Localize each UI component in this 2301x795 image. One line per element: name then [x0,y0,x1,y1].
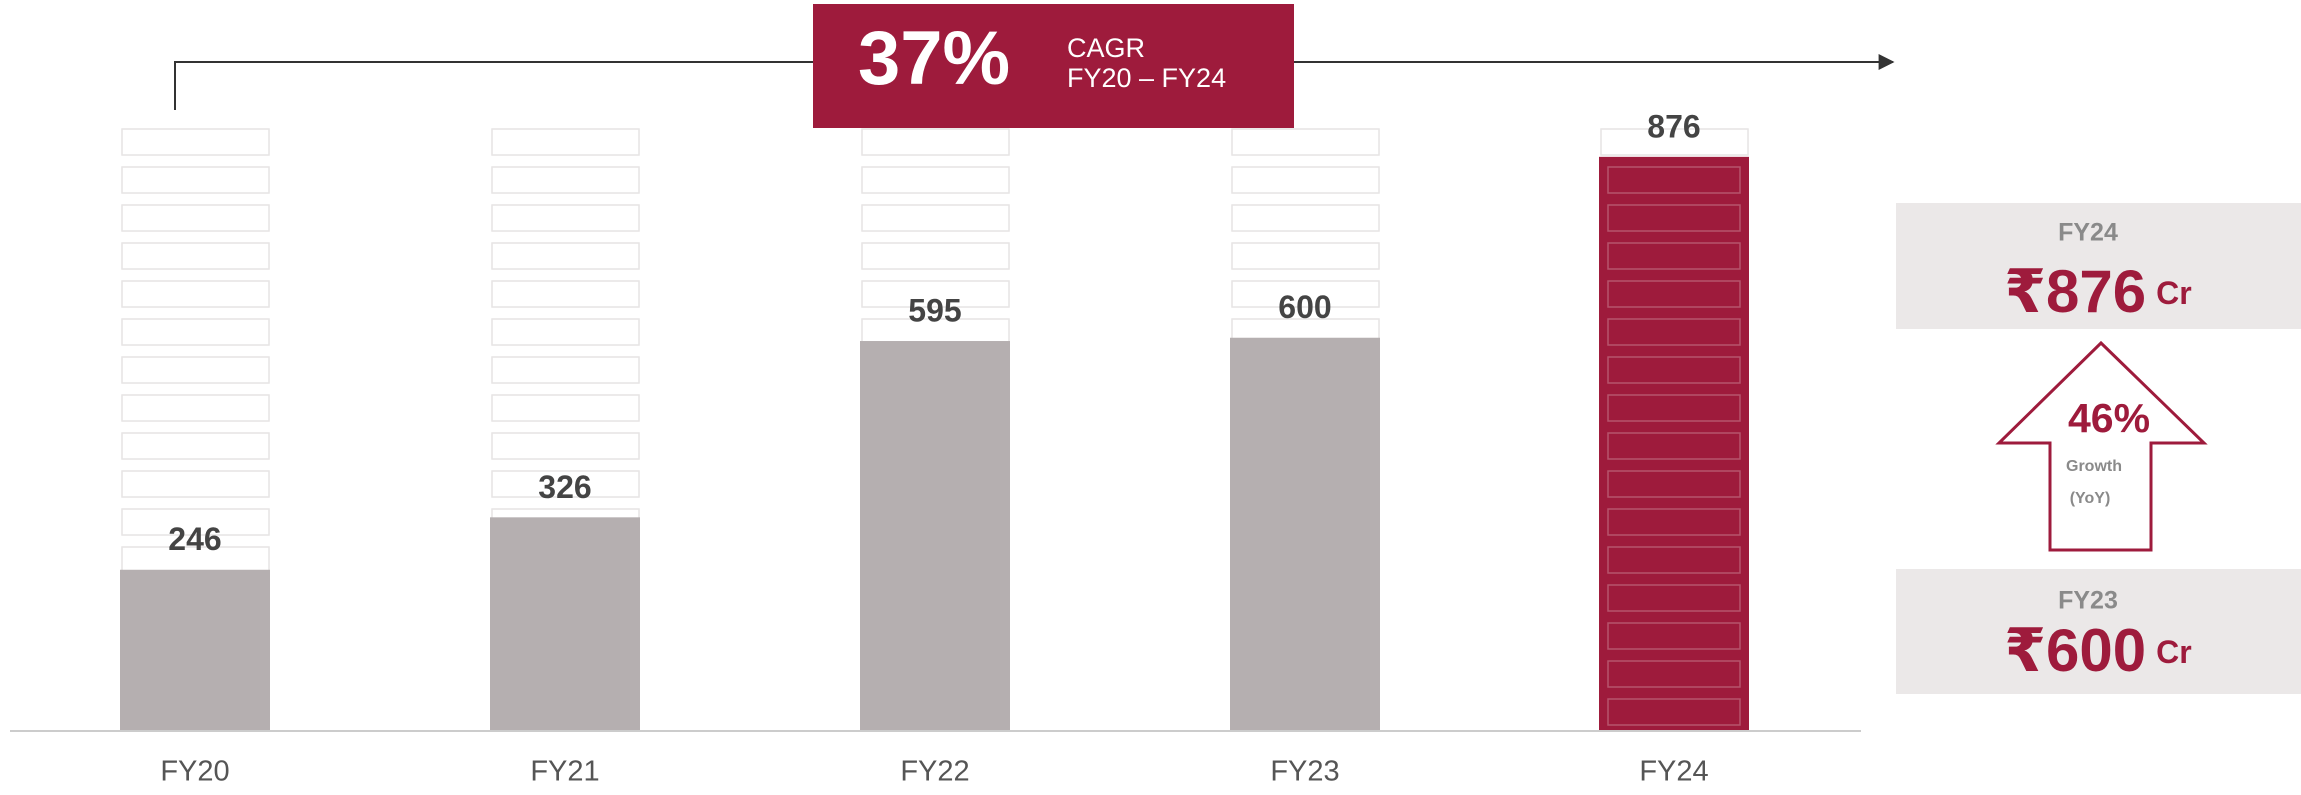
current-box [1896,203,2301,329]
x-tick-label: FY24 [1639,756,1708,788]
bar-block [1607,204,1741,232]
stack-block [121,166,270,194]
stack-block [1231,166,1380,194]
value-label: 246 [168,521,221,557]
stack-block [1600,128,1749,156]
growth-arrow [1995,340,2208,552]
growth-label: Growth [2066,458,2122,475]
stack-block [491,128,640,156]
bar-block [1607,508,1741,536]
bar-block [1607,280,1741,308]
stack-block [861,166,1010,194]
stack-block [1231,128,1380,156]
stack-block [491,318,640,346]
bar-block [1607,318,1741,346]
stack-block [491,280,640,308]
bar [1230,337,1380,731]
bar-block [1607,470,1741,498]
cagr-arrow [174,54,1895,110]
stack-block [121,204,270,232]
cagr-box [813,4,1294,128]
previous-amount: ₹600 Cr [2004,617,2191,684]
current-amount: ₹876 Cr [2004,258,2191,325]
previous-box [1896,569,2301,694]
stack-block [121,394,270,422]
stack-block [491,470,640,498]
unit: Cr [2156,275,2192,311]
cagr-value: 37% [858,16,1010,101]
value-label: 600 [1278,289,1331,325]
bar [860,341,1010,731]
growth-sublabel: (YoY) [2070,490,2111,507]
bar-block [1607,584,1741,612]
bar [490,517,640,731]
bar-block [1607,432,1741,460]
bar-block [1607,698,1741,726]
cagr-label: CAGR [1067,33,1145,63]
stack-block [121,508,270,536]
stack-block [491,432,640,460]
current-year: FY24 [2058,219,2118,247]
x-tick-label: FY20 [160,756,229,788]
stack-block [861,128,1010,156]
previous-year: FY23 [2058,587,2118,615]
x-tick-label: FY23 [1270,756,1339,788]
stack-block [1231,280,1380,308]
stack-block [491,204,640,232]
stack-block [491,242,640,270]
value-label: 326 [538,469,591,505]
amount: ₹600 [2004,617,2146,684]
bars [120,156,1749,732]
stack-block [121,128,270,156]
stack-block [861,242,1010,270]
value-label: 595 [908,292,961,328]
stack-block [121,280,270,308]
x-tick-label: FY22 [900,756,969,788]
stack-block [491,356,640,384]
stack-block [1231,204,1380,232]
stack-block [121,470,270,498]
stack-block [861,280,1010,308]
stack-block [121,318,270,346]
bar-block [1607,546,1741,574]
bar-block [1607,166,1741,194]
stack-block [491,394,640,422]
growth-value: 46% [2068,395,2150,441]
stack-block [121,356,270,384]
x-tick-label: FY21 [530,756,599,788]
cagr-period: FY20 – FY24 [1067,63,1226,93]
value-label: 876 [1647,108,1700,144]
bar-block [1607,622,1741,650]
bar-block [1607,660,1741,688]
unit: Cr [2156,634,2192,670]
bar [120,569,270,731]
stack-block [1231,242,1380,270]
amount: ₹876 [2004,258,2146,325]
stack-block [121,242,270,270]
stack-block [491,166,640,194]
bar [1599,156,1749,732]
bar-block [1607,356,1741,384]
bar-block [1607,394,1741,422]
stack-block [861,204,1010,232]
bar-block [1607,242,1741,270]
stack-block [121,432,270,460]
